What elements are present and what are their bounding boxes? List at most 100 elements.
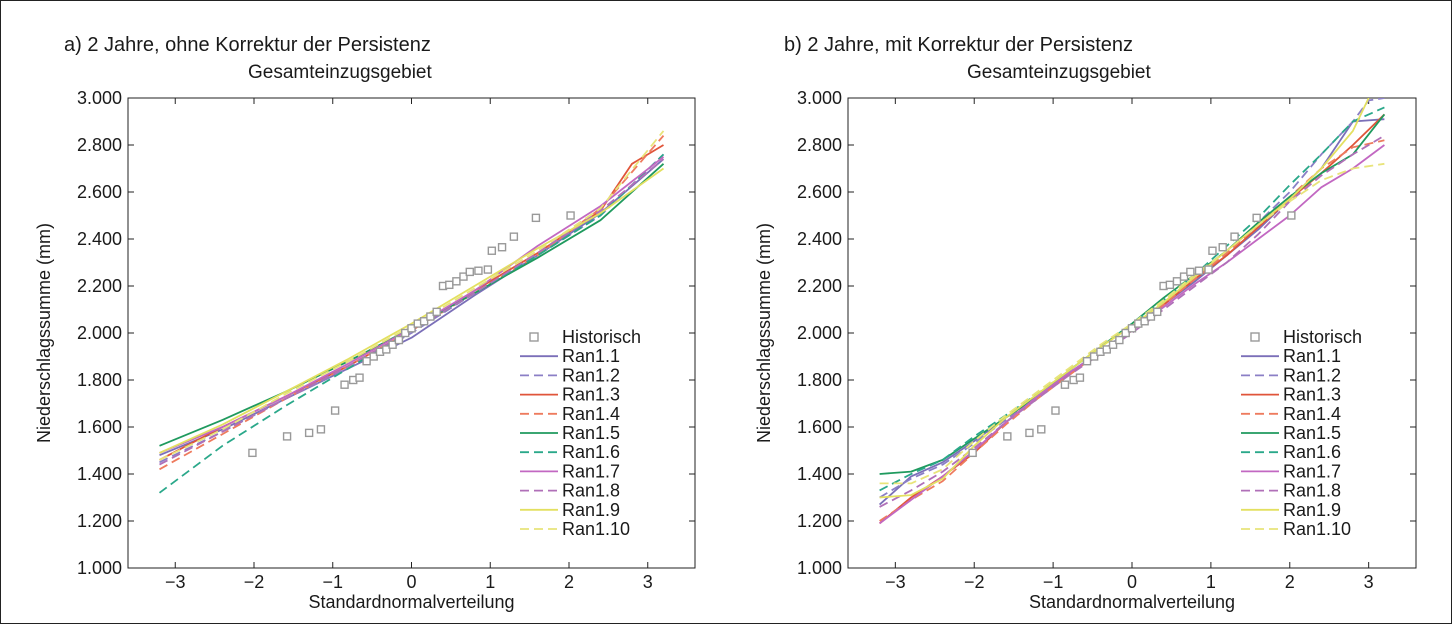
x-tick-label: 3 — [1364, 572, 1374, 592]
y-tick-label: 3.000 — [797, 88, 842, 108]
historisch-marker — [362, 357, 371, 366]
historisch-marker — [1179, 272, 1189, 281]
x-tick-label: 1 — [1206, 572, 1216, 592]
historisch-marker — [432, 307, 441, 317]
historisch-marker — [1153, 307, 1162, 317]
x-tick-label: −3 — [165, 572, 186, 592]
historisch-marker — [330, 406, 340, 415]
historisch-marker — [1252, 213, 1261, 223]
historisch-marker — [282, 432, 292, 441]
legend-label-ran1-6: Ran1.6 — [1283, 442, 1341, 462]
panel-b-title: b) 2 Jahre, mit Korrektur der Persistenz — [784, 34, 1134, 56]
chart-a-title: Gesamteinzugsgebiet — [248, 62, 432, 83]
legend-label-ran1-1: Ran1.1 — [562, 346, 620, 366]
historisch-marker — [316, 425, 326, 434]
y-tick-label: 2.800 — [797, 135, 842, 155]
legend-label-ran1-3: Ran1.3 — [562, 385, 620, 405]
x-tick-label: 0 — [1127, 572, 1137, 592]
historisch-marker — [509, 232, 519, 241]
y-tick-label: 2.600 — [77, 182, 122, 202]
legend-label-ran1-1: Ran1.1 — [1283, 346, 1341, 366]
y-tick-label: 1.000 — [797, 558, 842, 578]
historisch-marker — [1003, 432, 1012, 441]
x-tick-label: 1 — [485, 572, 495, 592]
historisch-marker — [1172, 277, 1182, 286]
y-tick-label: 2.400 — [797, 229, 842, 249]
series-group — [158, 130, 665, 494]
legend-label-ran1-2: Ran1.2 — [562, 365, 620, 385]
legend-label-ran1-10: Ran1.10 — [1283, 519, 1351, 539]
y-tick-label: 1.400 — [77, 464, 122, 484]
historisch-marker — [1127, 324, 1137, 333]
legend-label-ran1-3: Ran1.3 — [1283, 385, 1341, 405]
historisch-marker — [1140, 317, 1149, 326]
y-tick-label: 1.600 — [77, 417, 122, 437]
historisch-marker — [1204, 265, 1213, 274]
historisch-marker — [355, 373, 364, 382]
historisch-marker — [1115, 335, 1124, 345]
panel-a-title: a) 2 Jahre, ohne Korrektur der Persisten… — [64, 34, 431, 56]
historisch-marker — [248, 448, 257, 458]
historisch-marker — [340, 380, 349, 389]
legend-label-ran1-9: Ran1.9 — [1283, 500, 1341, 520]
historisch-marker — [474, 266, 483, 275]
historisch-marker — [1025, 428, 1034, 438]
historisch-marker — [407, 324, 416, 333]
historisch-marker — [304, 428, 314, 438]
historisch-marker — [1230, 232, 1239, 241]
historisch-marker — [1060, 380, 1070, 389]
historisch-marker — [487, 246, 497, 255]
historisch-marker — [1146, 312, 1156, 321]
historisch-marker — [465, 267, 474, 277]
legend-label-ran1-9: Ran1.9 — [562, 500, 620, 520]
legend-label-ran1-5: Ran1.5 — [562, 423, 620, 443]
historisch-marker — [968, 448, 977, 458]
historisch-marker — [1208, 246, 1217, 255]
y-tick-label: 1.000 — [77, 558, 122, 578]
historisch-marker — [426, 312, 435, 321]
y-axis-label: Niederschlagssumme (mm) — [754, 223, 774, 443]
y-tick-label: 2.200 — [77, 276, 122, 296]
legend-label-ran1-4: Ran1.4 — [562, 404, 620, 424]
historisch-marker — [1102, 345, 1111, 354]
legend-label-ran1-10: Ran1.10 — [562, 519, 630, 539]
historisch-marker — [1037, 425, 1046, 434]
legend-label-ran1-8: Ran1.8 — [1283, 481, 1341, 501]
legend-label-ran1-7: Ran1.7 — [562, 461, 620, 481]
y-tick-label: 1.400 — [797, 464, 842, 484]
x-tick-label: −3 — [885, 572, 906, 592]
historisch-marker — [1121, 328, 1130, 338]
y-tick-label: 2.000 — [77, 323, 122, 343]
historisch-marker — [1082, 357, 1092, 366]
y-axis-label: Niederschlagssumme (mm) — [34, 223, 54, 443]
x-tick-label: −2 — [244, 572, 265, 592]
historisch-marker — [1194, 266, 1204, 275]
historisch-marker — [369, 352, 378, 361]
y-tick-label: 1.800 — [77, 370, 122, 390]
series-line-ran1-1 — [159, 158, 665, 457]
y-tick-label: 1.800 — [797, 370, 842, 390]
historisch-marker — [394, 335, 404, 345]
series-line-ran1-9 — [159, 167, 665, 454]
x-tick-label: −1 — [322, 572, 343, 592]
legend-historisch-label: Historisch — [562, 327, 641, 347]
x-tick-label: 2 — [564, 572, 574, 592]
legend-historisch-marker — [529, 332, 539, 342]
x-axis-label: Standardnormalverteilung — [308, 592, 514, 612]
chart-b-title: Gesamteinzugsgebiet — [967, 62, 1151, 83]
y-tick-label: 2.400 — [77, 229, 122, 249]
historisch-marker — [531, 213, 541, 223]
y-tick-label: 2.600 — [797, 182, 842, 202]
historisch-marker — [419, 317, 429, 326]
y-tick-label: 1.200 — [77, 511, 122, 531]
x-axis-label: Standardnormalverteilung — [1029, 592, 1235, 612]
series-group — [878, 98, 1386, 525]
historisch-marker — [566, 211, 575, 220]
historisch-marker — [1051, 406, 1060, 415]
legend-label-ran1-7: Ran1.7 — [1283, 461, 1341, 481]
legend-historisch-label: Historisch — [1283, 327, 1362, 347]
legend-label-ran1-5: Ran1.5 — [1283, 423, 1341, 443]
